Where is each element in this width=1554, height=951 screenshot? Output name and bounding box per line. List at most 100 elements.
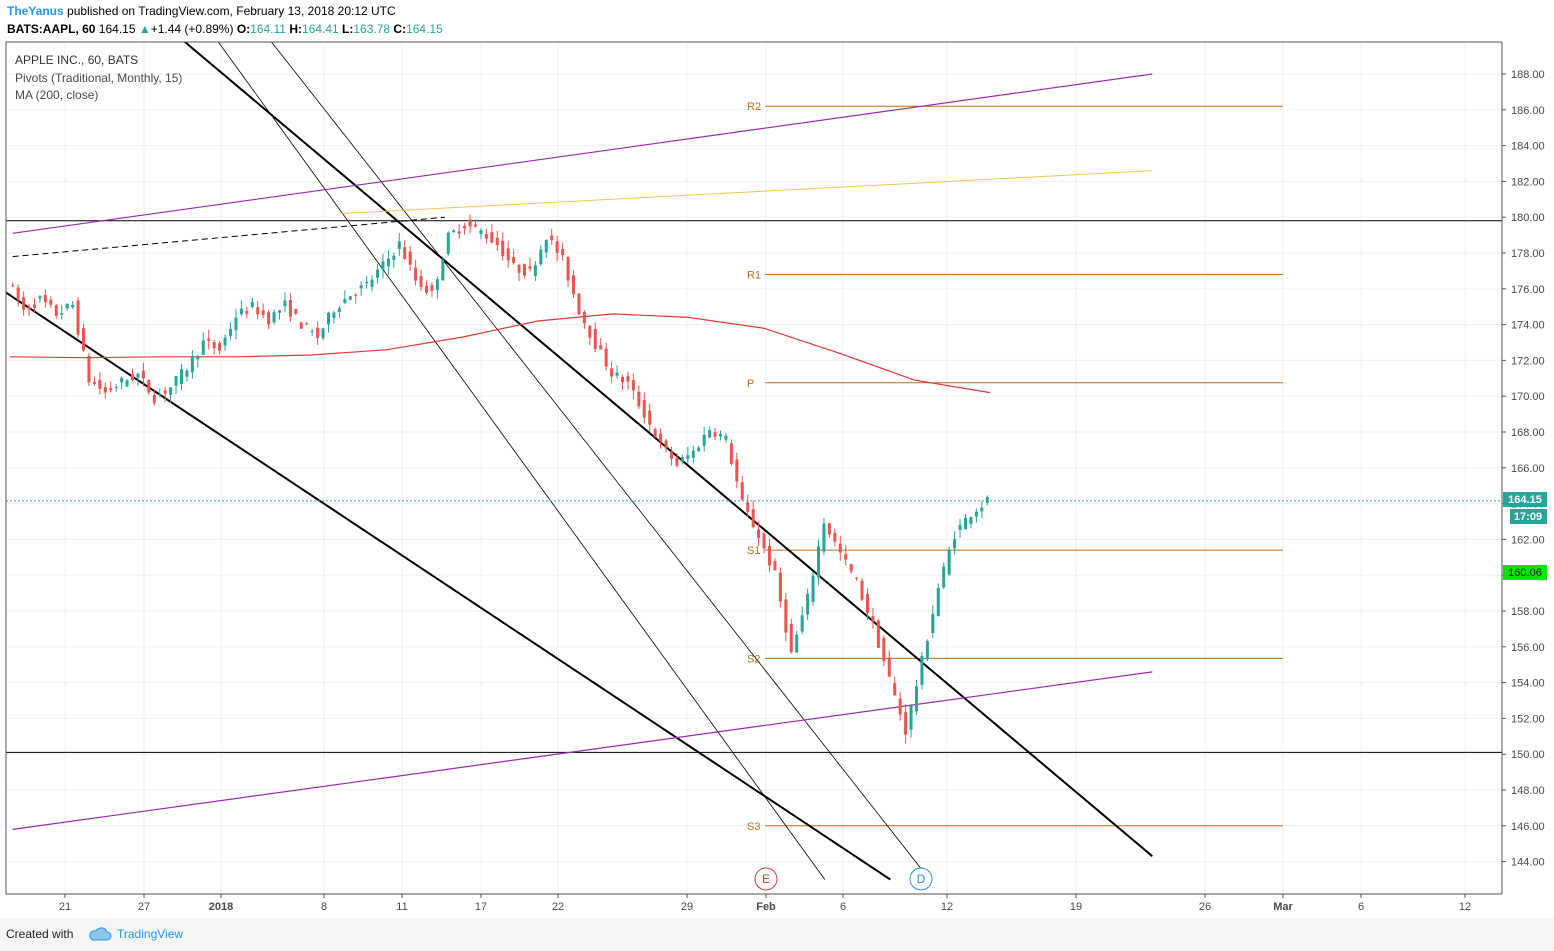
trendline-thin[interactable] bbox=[209, 29, 826, 880]
candle-body bbox=[294, 309, 298, 314]
pivot-label-r1: R1 bbox=[747, 269, 761, 281]
pivot-label-s2: S2 bbox=[747, 653, 760, 665]
candle-body bbox=[599, 345, 603, 350]
candle-body bbox=[719, 434, 722, 437]
candle-body bbox=[566, 256, 570, 281]
trendline-dashed[interactable] bbox=[12, 216, 445, 258]
candle-body bbox=[980, 507, 984, 512]
candle-body bbox=[871, 616, 875, 622]
dividend-event-icon[interactable] bbox=[909, 867, 933, 891]
candle-body bbox=[822, 523, 826, 552]
candle-body bbox=[376, 269, 379, 278]
last-price: 164.15 bbox=[98, 22, 136, 36]
time-tick-label: 6 bbox=[840, 901, 846, 913]
candle-body bbox=[288, 299, 292, 317]
candle-body bbox=[713, 432, 717, 437]
candle-body bbox=[60, 313, 64, 315]
candle-body bbox=[680, 457, 684, 463]
candle-body bbox=[860, 580, 864, 600]
candle-body bbox=[239, 308, 243, 315]
candle-body bbox=[158, 394, 162, 396]
time-axis[interactable]: 21 27 2018 8 11 17 22 29 Feb 6 12 19 26 Mar 6 12 bbox=[59, 894, 1471, 913]
trendline-purple[interactable] bbox=[12, 671, 1153, 830]
candle-body bbox=[757, 529, 761, 538]
candle-body bbox=[947, 550, 951, 575]
candle-body bbox=[686, 455, 690, 459]
pivot-label-r2: R2 bbox=[747, 101, 761, 113]
candle-body bbox=[904, 712, 908, 735]
earnings-event-icon[interactable] bbox=[754, 867, 778, 891]
change-arrow-icon: ▲ bbox=[138, 22, 151, 36]
price-tick-label: 150.00 bbox=[1511, 749, 1545, 761]
candle-body bbox=[778, 572, 782, 602]
time-tick-label: 17 bbox=[475, 901, 487, 913]
candle-body bbox=[207, 338, 211, 342]
trendline-purple[interactable] bbox=[12, 73, 1153, 234]
earnings-event-label: E bbox=[762, 872, 770, 886]
candle-body bbox=[141, 370, 145, 379]
candle-body bbox=[392, 255, 396, 260]
symbol-label: BATS:AAPL, 60 bbox=[7, 22, 96, 36]
candle-body bbox=[256, 307, 260, 315]
legend-ma[interactable]: MA (200, close) bbox=[15, 88, 98, 102]
candle-body bbox=[76, 300, 80, 335]
pivot-label-s3: S3 bbox=[747, 821, 760, 833]
candle-body bbox=[327, 312, 330, 325]
footer-bar: Created with TradingView bbox=[0, 918, 1554, 951]
time-tick-label: Mar bbox=[1273, 901, 1293, 913]
candle-body bbox=[582, 311, 586, 324]
candle-body bbox=[893, 683, 897, 696]
candle-body bbox=[474, 224, 477, 227]
price-axis[interactable]: 188.00 186.00 184.00 182.00 180.00 178.00 176.… bbox=[1502, 69, 1545, 869]
price-tick-label: 188.00 bbox=[1511, 69, 1545, 81]
candle-body bbox=[664, 440, 668, 448]
last-price-badge-text: 164.15 bbox=[1508, 494, 1542, 506]
candle-body bbox=[365, 281, 369, 284]
candle-body bbox=[849, 564, 853, 572]
candle-body bbox=[452, 230, 456, 233]
candle-body bbox=[789, 623, 793, 653]
candle-body bbox=[348, 296, 352, 300]
time-tick-label: 27 bbox=[138, 901, 150, 913]
candle-body bbox=[844, 554, 848, 560]
pivot-label-p: P bbox=[747, 378, 754, 390]
candle-body bbox=[196, 355, 200, 360]
event-markers[interactable]: E D bbox=[754, 867, 933, 891]
price-chart[interactable]: R2 R1 P S1 S2 S3 APPLE INC., 60, BATS Pivots … bbox=[0, 0, 1554, 918]
candle-body bbox=[746, 502, 750, 512]
publish-info: TheYanus published on TradingView.com, F… bbox=[7, 4, 396, 18]
close-value: 164.15 bbox=[406, 22, 443, 36]
candle-body bbox=[555, 241, 559, 254]
candle-body bbox=[523, 264, 526, 276]
candle-body bbox=[953, 539, 957, 549]
legend-pivots[interactable]: Pivots (Traditional, Monthly, 15) bbox=[15, 71, 182, 85]
trendline-bold[interactable] bbox=[0, 271, 891, 881]
candle-body bbox=[267, 312, 271, 325]
candle-body bbox=[234, 317, 238, 331]
price-change: +1.44 (+0.89%) bbox=[150, 22, 234, 36]
candle-body bbox=[637, 391, 641, 407]
candle-body bbox=[631, 380, 635, 391]
tradingview-link[interactable]: TradingView bbox=[117, 927, 184, 941]
candle-body bbox=[838, 543, 842, 553]
trendline-yellow[interactable] bbox=[340, 170, 1153, 215]
price-tick-label: 184.00 bbox=[1511, 141, 1545, 153]
candle-body bbox=[11, 285, 15, 287]
trendline-thin[interactable] bbox=[262, 29, 930, 880]
candle-body bbox=[751, 509, 755, 528]
candle-body bbox=[397, 241, 401, 249]
candle-body bbox=[278, 310, 281, 313]
time-tick-label: 6 bbox=[1358, 901, 1364, 913]
candle-body bbox=[310, 331, 314, 333]
candle-body bbox=[49, 299, 53, 305]
candle-body bbox=[479, 230, 483, 235]
candle-body bbox=[299, 322, 303, 329]
author-link[interactable]: TheYanus bbox=[7, 4, 64, 18]
low-value: 163.78 bbox=[353, 22, 391, 36]
candle-body bbox=[501, 240, 505, 257]
candle-body bbox=[691, 450, 695, 458]
candle-body bbox=[740, 482, 744, 500]
candle-body bbox=[446, 232, 450, 254]
ma-200-line bbox=[9, 313, 991, 394]
high-label: H: bbox=[289, 22, 302, 36]
